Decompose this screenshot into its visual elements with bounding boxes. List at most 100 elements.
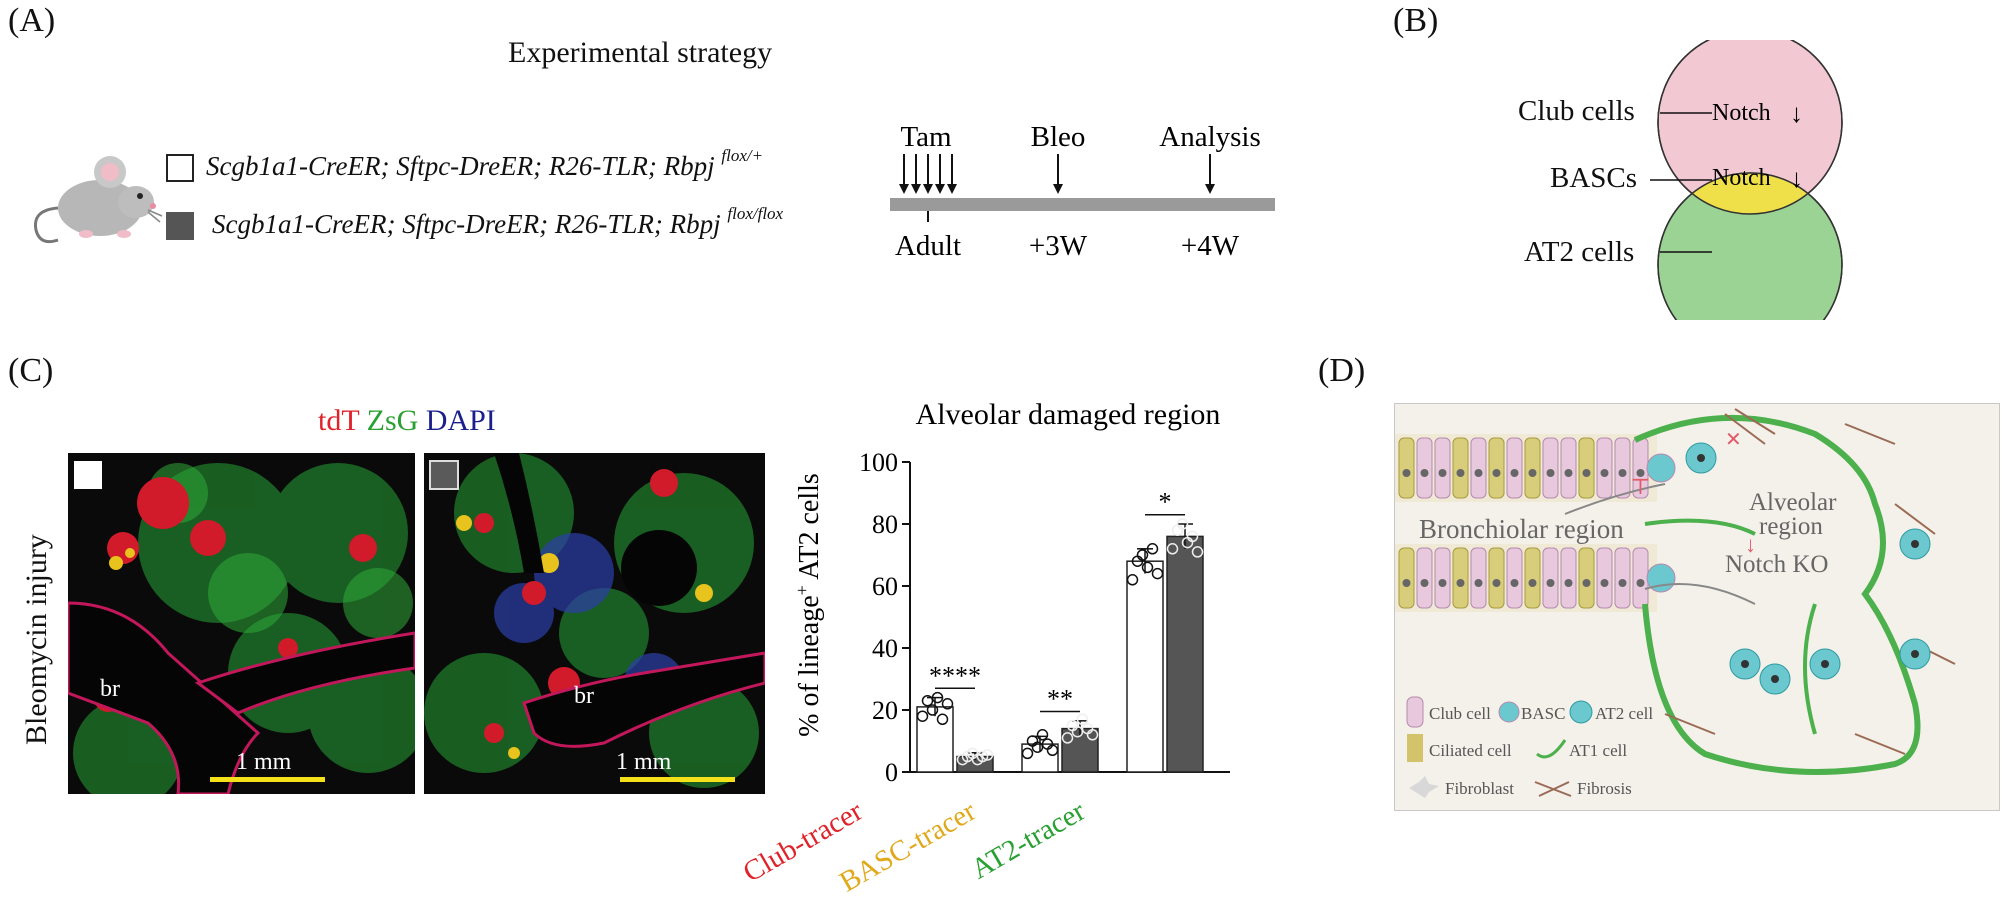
cell-nucleus: [1456, 469, 1465, 477]
cell-nucleus: [1402, 579, 1411, 587]
timeline-analysis-label: Analysis: [1159, 121, 1261, 153]
basc-icon: [1498, 701, 1520, 723]
chart-ylabel: % of lineage+ AT2 cells: [792, 473, 825, 737]
club-cell: [1596, 547, 1613, 609]
upper-epithelium: [1395, 434, 1676, 502]
control-square-icon: [74, 461, 102, 489]
notch-basc-label: Notch: [1712, 165, 1771, 191]
data-point: [936, 713, 949, 726]
data-point: [1136, 549, 1149, 561]
block-x-icon: ✕: [1725, 429, 1742, 451]
data-point: [931, 691, 944, 704]
bar: [1126, 560, 1164, 773]
panel-label-c: (C): [8, 352, 54, 389]
scale-label-mutant: 1 mm: [616, 749, 672, 775]
control-legend-box: [166, 154, 194, 182]
data-point: [941, 698, 954, 710]
y-tick-label: 80: [872, 510, 898, 539]
stain-dapi: DAPI: [425, 404, 496, 437]
timeline-adult-label: Adult: [895, 230, 961, 262]
club-cell: [1632, 547, 1649, 609]
ciliated-cell: [1524, 547, 1541, 609]
br-label-control: br: [100, 676, 120, 702]
data-point: [1146, 543, 1159, 555]
club-cell: [1470, 437, 1487, 499]
ciliated-cell: [1398, 437, 1415, 499]
cell-nucleus: [1510, 579, 1519, 587]
basc-cell: [1646, 453, 1676, 483]
stain-legend: tdT ZsG DAPI: [318, 404, 496, 438]
club-cell: [1542, 437, 1559, 499]
data-point: [1186, 530, 1199, 543]
cell-nucleus: [1492, 579, 1501, 587]
cell-nucleus: [1600, 579, 1609, 587]
alveolar-label: Alveolar: [1749, 489, 1837, 516]
club-cell: [1470, 547, 1487, 609]
y-tick-label: 60: [872, 572, 898, 601]
y-tick-label: 40: [872, 634, 898, 663]
at1-cell-icon: [1536, 739, 1567, 759]
bleomycin-injury-label: Bleomycin injury: [20, 534, 53, 745]
club-cell: [1560, 437, 1577, 499]
data-point: [926, 704, 939, 716]
cell-nucleus: [1402, 469, 1411, 477]
ciliated-cell: [1524, 437, 1541, 499]
ciliated-cell: [1452, 547, 1469, 609]
notch-basc-arrow: ↓: [1790, 164, 1803, 193]
legend-at1-cell: AT1 cell: [1569, 741, 1627, 760]
y-tick-label: 0: [885, 758, 898, 787]
timeline: Tam Bleo Analysis Adult +3W +4W: [890, 121, 1275, 262]
bronchiolar-region-label: Bronchiolar region: [1419, 514, 1624, 544]
schematic-panel: ⊤ ↓ ✕ Bronchiolar region Alveolar region…: [1394, 403, 2000, 811]
panel-label-b: (B): [1393, 2, 1439, 39]
notch-down-arrow-icon: ↓: [1745, 532, 1756, 557]
legend-ciliated-cell: Ciliated cell: [1429, 741, 1512, 760]
legend-at2-cell: AT2 cell: [1595, 704, 1653, 723]
bar-chart: Alveolar damaged region % of lineage+ AT…: [792, 398, 1230, 787]
data-point: [921, 694, 934, 707]
club-cell: [1434, 547, 1451, 609]
data-point: [976, 750, 989, 763]
club-cell: [1434, 437, 1451, 499]
panel-label-d: (D): [1318, 352, 1366, 389]
timeline-bleo-label: Bleo: [1031, 121, 1086, 153]
stain-zsg: ZsG: [366, 404, 419, 437]
scale-bar-control: [210, 777, 325, 782]
chart-title: Alveolar damaged region: [916, 398, 1221, 431]
cell-nucleus: [1492, 469, 1501, 477]
timeline-tam-label: Tam: [900, 121, 952, 153]
club-cell: [1614, 547, 1631, 609]
data-point: [1031, 741, 1044, 753]
club-cell: [1506, 547, 1523, 609]
cell-nucleus: [1582, 579, 1591, 587]
micrograph-mutant: br 1 mm: [424, 453, 765, 794]
data-point: [1141, 561, 1154, 574]
fibrosis-icon: [1534, 781, 1572, 797]
data-point: [1046, 744, 1059, 757]
at1-sheet-icon: [1633, 414, 1921, 775]
significance-label: ****: [929, 661, 981, 690]
cell-nucleus: [1618, 579, 1627, 587]
significance-label: *: [1159, 488, 1172, 517]
data-point: [1061, 732, 1074, 744]
cell-nucleus: [1636, 579, 1645, 587]
fibroblast-icon: [1409, 776, 1439, 798]
data-point: [1021, 747, 1034, 760]
cell-nucleus: [1600, 469, 1609, 477]
cell-nucleus: [1546, 579, 1555, 587]
at2-cell-icon: [1569, 700, 1593, 724]
at2-cells-icon: [1685, 442, 1931, 695]
club-cell: [1542, 547, 1559, 609]
club-cell: [1596, 437, 1613, 499]
ciliated-cell: [1398, 547, 1415, 609]
club-cell-icon: [1406, 696, 1424, 728]
timeline-4w-label: +4W: [1181, 230, 1240, 262]
mutant-legend-box: [166, 212, 194, 240]
notch-ko-label: Notch KO: [1725, 551, 1828, 578]
cell-nucleus: [1474, 579, 1483, 587]
club-cell: [1614, 437, 1631, 499]
data-point: [1076, 713, 1089, 726]
legend-basc: BASC: [1521, 704, 1565, 723]
cell-nucleus: [1438, 579, 1447, 587]
ciliated-cell: [1578, 547, 1595, 609]
